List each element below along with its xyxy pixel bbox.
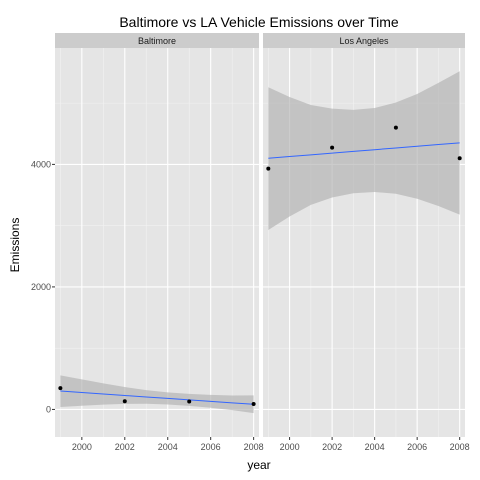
confidence-band: [60, 375, 254, 414]
facet-strip: [263, 33, 465, 48]
data-point: [393, 125, 398, 130]
x-tick-label: 2004: [158, 442, 178, 452]
y-tick-label: 0: [46, 404, 51, 414]
chart-title: Baltimore vs LA Vehicle Emissions over T…: [119, 14, 399, 30]
y-tick-label: 2000: [31, 282, 51, 292]
y-tick-label: 4000: [31, 159, 51, 169]
fit-line: [60, 390, 254, 405]
data-point: [251, 402, 256, 407]
facet-panel-0: Baltimore 2000 2002 2004 2006 2008: [55, 33, 264, 452]
panel-background: [55, 48, 259, 437]
y-axis-title: Emissions: [8, 218, 22, 273]
x-tick-label: 2000: [280, 442, 300, 452]
x-tick-label: 2006: [407, 442, 427, 452]
x-tick-label: 2002: [115, 442, 135, 452]
fit-line: [268, 142, 460, 159]
x-tick-label: 2008: [450, 442, 470, 452]
facet-strip-label: Los Angeles: [339, 36, 389, 46]
x-tick-label: 2006: [201, 442, 221, 452]
x-axis-title: year: [247, 458, 270, 472]
data-point: [58, 386, 63, 391]
facet-strip: [55, 33, 259, 48]
facet-strip-label: Baltimore: [138, 36, 176, 46]
facet-panel-1: Los Angeles 2000 2002 2004 2006 2008: [263, 33, 470, 452]
data-point: [122, 399, 127, 404]
x-tick-label: 2008: [244, 442, 264, 452]
data-point: [330, 145, 335, 150]
x-tick-label: 2002: [322, 442, 342, 452]
x-tick-label: 2000: [72, 442, 92, 452]
data-point: [266, 166, 271, 171]
x-tick-label: 2004: [365, 442, 385, 452]
data-point: [187, 399, 192, 404]
data-point: [457, 156, 462, 161]
